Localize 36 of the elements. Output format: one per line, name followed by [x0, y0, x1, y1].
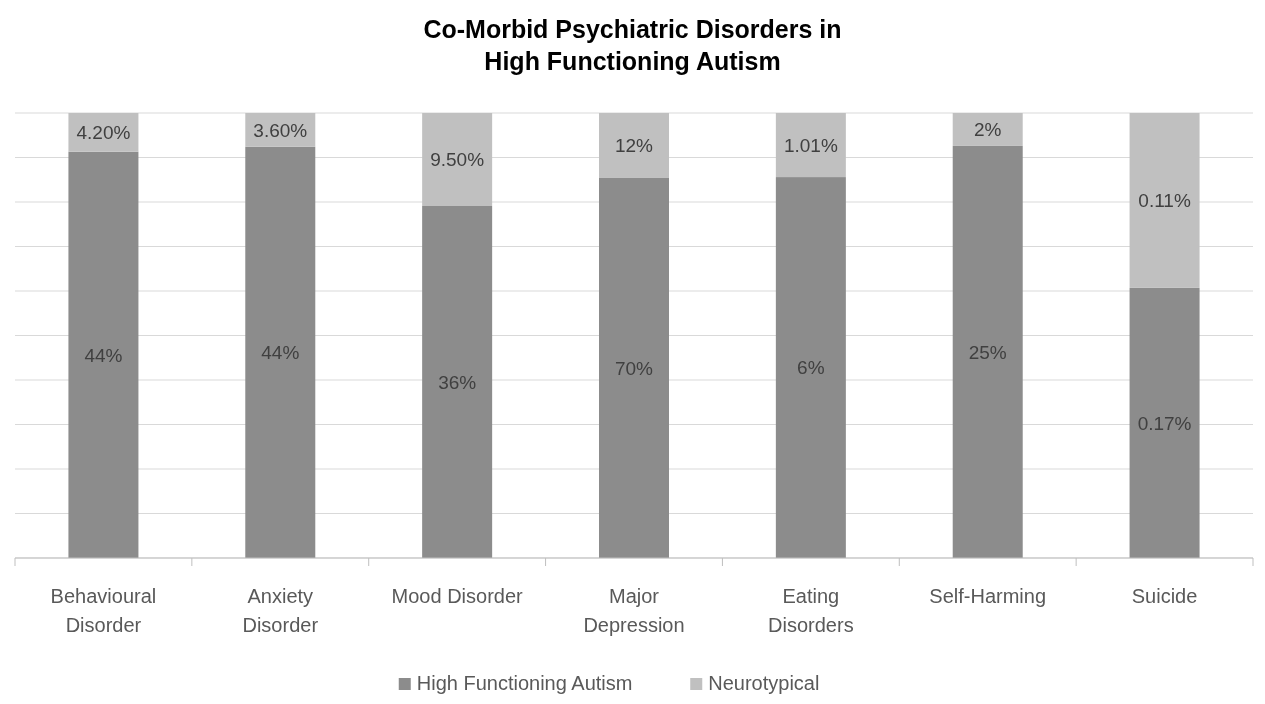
annotation: 2%	[973, 119, 1002, 141]
bar	[599, 177, 669, 558]
annotation: 3.60%	[253, 119, 308, 141]
annotation: 44%	[84, 344, 123, 366]
bar	[1129, 287, 1200, 558]
legend-label: High Functioning Autism	[416, 672, 633, 694]
bar	[775, 177, 846, 558]
bar	[952, 145, 1023, 558]
bar	[1129, 113, 1200, 288]
bar	[245, 146, 316, 558]
annotation: 9.50%	[430, 149, 485, 171]
legend-label: Neurotypical	[708, 672, 820, 694]
x-tick-label: Mood Disorder	[391, 585, 524, 607]
annotation: 6%	[797, 357, 825, 379]
bar	[422, 113, 493, 207]
annotation: 70%	[614, 357, 654, 379]
x-tick-label: Behavioural Disorder	[50, 585, 157, 636]
bar	[599, 113, 669, 178]
chart-title: Co-Morbid Psychiatric Disorders in High Functioning Autism	[423, 15, 842, 75]
annotation: 0.11%	[1138, 190, 1191, 212]
annotation: 12%	[614, 135, 654, 157]
bar	[422, 206, 493, 558]
x-tick-label: Anxiety Disorder	[242, 585, 319, 636]
annotation: 44%	[261, 342, 300, 364]
x-tick-label: Eating Disorders	[768, 585, 854, 636]
annotation: 36%	[438, 371, 477, 393]
x-tick-label: Self-Harming	[929, 585, 1047, 607]
x-tick-label: Major Depression	[583, 585, 685, 636]
bar	[952, 113, 1023, 146]
bar	[68, 151, 139, 558]
annotation: 25%	[968, 341, 1007, 363]
x-tick-label: Suicide	[1131, 585, 1198, 607]
annotation: 4.20%	[76, 122, 131, 144]
bar	[775, 113, 846, 178]
annotation: 1.01%	[783, 134, 838, 156]
annotation: 0.17%	[1137, 412, 1192, 434]
